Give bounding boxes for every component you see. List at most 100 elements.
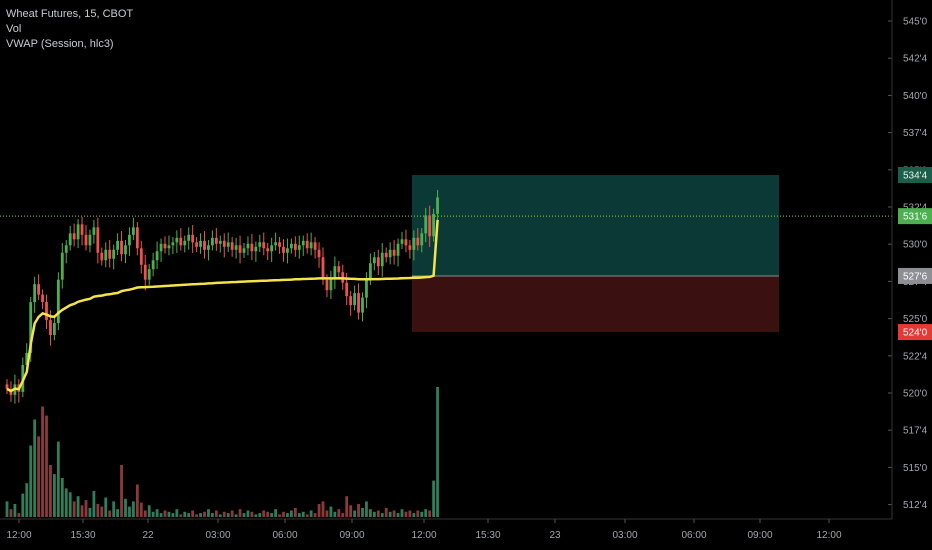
volume-bar: [376, 510, 380, 517]
price-tick-label: 522'4: [903, 351, 928, 362]
chart-legend: Wheat Futures, 15, CBOT Vol VWAP (Sessio…: [6, 7, 133, 52]
candle-body: [179, 237, 183, 246]
volume-bar: [392, 510, 396, 517]
price-tick-label: 517'4: [903, 426, 928, 437]
volume-bar: [112, 501, 116, 517]
candle-body: [211, 237, 214, 246]
volume-bar: [171, 513, 175, 517]
volume-bar: [313, 513, 317, 517]
volume-bar: [147, 505, 151, 517]
candle-body: [92, 227, 96, 235]
symbol-title[interactable]: Wheat Futures, 15, CBOT: [6, 8, 134, 20]
time-tick-label: 15:30: [475, 530, 500, 541]
candle-body: [262, 242, 266, 249]
candle-body: [369, 263, 372, 280]
volume-bar: [207, 509, 210, 517]
volume-bar: [9, 509, 13, 517]
candle-body: [404, 239, 408, 246]
candle-body: [147, 269, 151, 280]
candle-body: [361, 297, 364, 313]
candle-body: [254, 246, 258, 252]
price-tick-label: 515'0: [903, 463, 928, 474]
candle-body: [64, 245, 68, 253]
time-tick-label: 23: [549, 530, 561, 541]
price-tick-label: 532'4: [903, 203, 928, 214]
candle-body: [278, 242, 281, 247]
volume-bar: [309, 510, 313, 517]
volume-bar: [45, 415, 48, 517]
candle-body: [199, 240, 202, 247]
volume-bar: [380, 513, 384, 517]
candle-body: [218, 240, 222, 244]
candle-body: [396, 243, 400, 256]
candle-body: [151, 260, 155, 270]
candle-body: [29, 302, 33, 353]
volume-bar: [400, 509, 404, 517]
price-tick-label: 525'0: [903, 314, 928, 325]
candle-body: [282, 246, 285, 253]
vol-indicator-label[interactable]: Vol: [6, 23, 22, 35]
volume-bar: [262, 510, 266, 517]
volume-bar: [124, 498, 127, 517]
volume-bar: [329, 506, 333, 517]
candle-body: [400, 239, 404, 244]
candle-body: [372, 257, 376, 264]
candle-body: [392, 249, 396, 256]
volume-bar: [282, 511, 285, 517]
volume-bar: [76, 496, 80, 517]
time-tick-label: 09:00: [339, 530, 364, 541]
candle-body: [408, 245, 412, 250]
candle-body: [96, 227, 100, 253]
candle-body: [175, 237, 179, 243]
volume-bar: [33, 419, 37, 517]
candle-body: [203, 240, 206, 250]
volume-bar: [116, 509, 119, 517]
vwap-indicator-label[interactable]: VWAP (Session, hlc3): [6, 38, 114, 50]
volume-bar: [301, 511, 305, 517]
volume-bar: [353, 510, 356, 517]
volume-series: [5, 387, 439, 517]
volume-bar: [72, 501, 76, 517]
volume-bar: [108, 510, 112, 517]
price-tick-label: 530'0: [903, 240, 928, 251]
candle-body: [139, 248, 143, 265]
candle-body: [230, 242, 234, 250]
candle-body: [432, 213, 435, 237]
candle-body: [337, 266, 341, 273]
volume-bar: [278, 514, 281, 517]
volume-bar: [408, 510, 412, 517]
candle-body: [124, 245, 127, 255]
volume-bar: [388, 511, 392, 517]
candle-body: [246, 243, 250, 249]
price-tick-label: 520'0: [903, 389, 928, 400]
volume-bar: [412, 513, 416, 517]
volume-bar: [266, 511, 270, 517]
volume-bar: [286, 513, 289, 517]
volume-bar: [49, 465, 52, 517]
volume-bar: [167, 511, 171, 517]
price-tick-label: 545'0: [903, 17, 928, 28]
volume-bar: [132, 501, 135, 517]
candle-body: [56, 279, 60, 324]
volume-bar: [222, 511, 226, 517]
volume-bar: [179, 514, 183, 517]
candle-body: [76, 224, 80, 240]
candle-series: [5, 189, 439, 404]
candle-body: [132, 227, 135, 235]
candle-body: [183, 240, 187, 246]
candle-body: [112, 249, 116, 259]
price-badge-current: [898, 208, 932, 225]
volume-bar: [254, 514, 258, 517]
volume-bar: [424, 509, 428, 517]
candle-body: [317, 249, 321, 258]
candle-body: [116, 240, 119, 250]
volume-bar: [345, 496, 349, 517]
volume-bar: [143, 510, 147, 517]
price-badge-stop: [898, 324, 932, 341]
candle-body: [384, 252, 388, 258]
volume-bar: [183, 511, 187, 517]
volume-bar: [13, 504, 17, 517]
candle-body: [250, 243, 254, 252]
volume-bar: [274, 509, 277, 517]
